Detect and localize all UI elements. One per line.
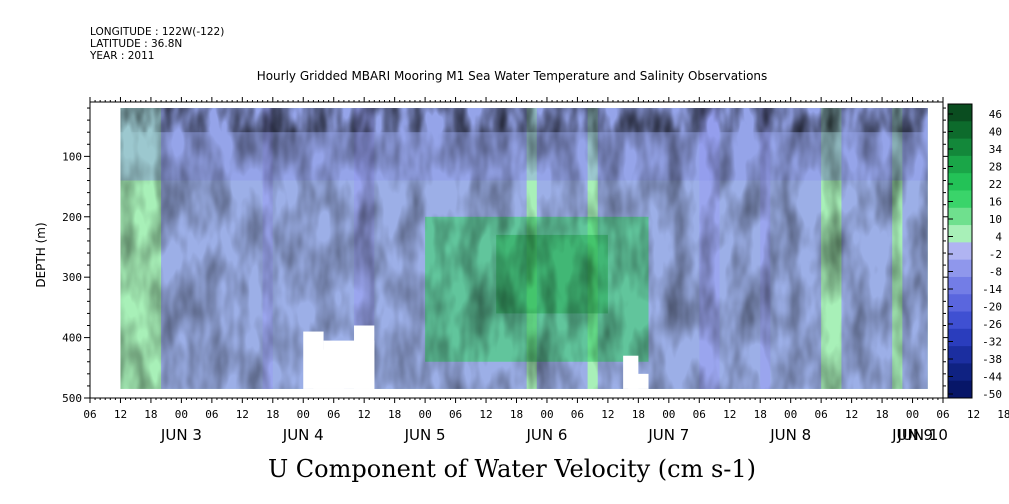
y-tick-label: 500 — [62, 392, 82, 405]
x-tick-label: 06 — [571, 408, 584, 421]
colorbar-swatch — [948, 173, 972, 191]
colorbar-swatch — [948, 276, 972, 295]
y-axis: 100 200 300 400 500 — [62, 107, 949, 405]
colorbar-label: 34 — [989, 143, 1003, 156]
x-tick-label: 18 — [266, 408, 279, 421]
colorbar-label: -32 — [982, 336, 1002, 349]
x-tick-label: 06 — [693, 408, 706, 421]
y-tick-label: 200 — [62, 211, 82, 224]
colorbar-swatch — [948, 104, 972, 122]
x-tick-label: 12 — [723, 408, 736, 421]
x-tick-label: 18 — [875, 408, 888, 421]
x-tick-label: 06 — [815, 408, 828, 421]
x-tick-label: 06 — [936, 408, 949, 421]
x-tick-label: 18 — [632, 408, 645, 421]
x-tick-label: 06 — [83, 408, 96, 421]
colorbar-label: -14 — [982, 283, 1002, 296]
colorbar-label: -20 — [982, 301, 1002, 314]
colorbar-label: -8 — [989, 266, 1002, 279]
colorbar: 46 40 34 28 22 16 10 4 -2 -8 -14 -20 -26 -32 -38 -44 -50 — [947, 103, 1003, 401]
colorbar-label: -38 — [982, 353, 1002, 366]
missing-data — [628, 373, 649, 389]
chart-title: Hourly Gridded MBARI Mooring M1 Sea Wate… — [257, 69, 768, 83]
colorbar-swatch — [948, 138, 972, 157]
latitude-label: LATITUDE : 36.8N — [90, 38, 182, 50]
x-tick-label: 12 — [967, 408, 980, 421]
colorbar-frame — [947, 103, 973, 399]
colorbar-label: 28 — [989, 161, 1002, 174]
colorbar-swatch — [948, 242, 972, 261]
colorbar-label: -26 — [982, 318, 1002, 331]
x-day-label: JUN 6 — [525, 426, 567, 444]
missing-data — [354, 325, 375, 389]
x-tick-label: 00 — [906, 408, 919, 421]
x-tick-label: 00 — [175, 408, 188, 421]
x-tick-label: 00 — [418, 408, 431, 421]
colorbar-swatch — [948, 294, 972, 313]
x-tick-label: 12 — [114, 408, 127, 421]
x-day-label: JUN 3 — [160, 426, 202, 444]
colorbar-swatch — [948, 259, 972, 278]
x-tick-label: 00 — [784, 408, 797, 421]
heatmap-texture — [120, 108, 928, 389]
year-label: YEAR : 2011 — [89, 50, 154, 62]
colorbar-swatch — [948, 311, 972, 330]
y-tick-label: 100 — [62, 150, 82, 163]
colorbar-swatch — [948, 328, 972, 347]
colorbar-swatch — [948, 155, 972, 174]
colorbar-label: 16 — [989, 196, 1002, 209]
colorbar-swatch — [948, 121, 972, 140]
x-tick-label: 12 — [601, 408, 614, 421]
x-tick-label: 06 — [449, 408, 462, 421]
x-tick-label: 18 — [144, 408, 157, 421]
colorbar-label: -2 — [989, 248, 1002, 261]
plot-area — [89, 101, 944, 399]
x-day-label: JUN 10 — [896, 426, 947, 444]
colorbar-swatch — [948, 190, 972, 209]
colorbar-label: 22 — [989, 178, 1002, 191]
x-tick-label: 12 — [358, 408, 371, 421]
x-tick-label: 18 — [997, 408, 1009, 421]
y-tick-label: 300 — [62, 271, 82, 284]
colorbar-swatch — [948, 363, 972, 382]
x-tick-label: 06 — [205, 408, 218, 421]
x-tick-label: 18 — [754, 408, 767, 421]
x-day-label: JUN 8 — [769, 426, 811, 444]
x-tick-label: 00 — [540, 408, 553, 421]
x-tick-label: 12 — [479, 408, 492, 421]
colorbar-label: 10 — [989, 213, 1002, 226]
x-tick-label: 18 — [510, 408, 523, 421]
colorbar-label: 40 — [989, 126, 1002, 139]
colorbar-label: -44 — [982, 371, 1002, 384]
y-tick-label: 400 — [62, 332, 82, 345]
colorbar-swatch — [948, 225, 972, 243]
x-axis: 06 12 18 00 06 12 18 00 06 12 18 00 06 12 18 00 06 12 18 00… — [83, 97, 1009, 444]
x-tick-label: 18 — [388, 408, 401, 421]
x-day-label: JUN 9 — [891, 426, 933, 444]
colorbar-label: 4 — [995, 231, 1002, 244]
colorbar-label: 46 — [989, 108, 1002, 121]
colorbar-swatch — [948, 207, 972, 226]
x-tick-label: 12 — [845, 408, 858, 421]
x-tick-label: 06 — [327, 408, 340, 421]
x-day-label: JUN 5 — [404, 426, 446, 444]
colorbar-swatch — [948, 346, 972, 364]
x-tick-label: 00 — [662, 408, 675, 421]
x-day-label: JUN 4 — [282, 426, 324, 444]
x-tick-label: 00 — [297, 408, 310, 421]
longitude-label: LONGITUDE : 122W(-122) — [90, 26, 224, 38]
x-day-label: JUN 7 — [647, 426, 689, 444]
colorbar-label: -50 — [982, 388, 1002, 401]
y-axis-label: DEPTH (m) — [34, 222, 48, 287]
x-axis-label: U Component of Water Velocity (cm s-1) — [268, 455, 756, 483]
colorbar-swatch — [948, 380, 972, 399]
heatmap-texture — [120, 108, 928, 133]
x-tick-label: 12 — [236, 408, 249, 421]
